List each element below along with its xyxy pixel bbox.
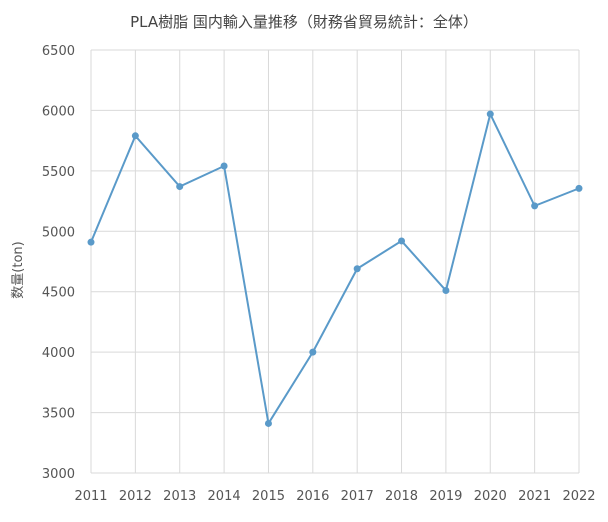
y-tick-label: 4500 bbox=[42, 286, 75, 301]
series-group bbox=[87, 110, 583, 427]
y-tick-label: 5000 bbox=[42, 225, 75, 240]
data-point bbox=[575, 184, 583, 192]
data-point bbox=[442, 287, 450, 295]
y-tick-label: 3000 bbox=[42, 467, 75, 482]
y-tick-label: 6000 bbox=[42, 104, 75, 119]
x-tick-label: 2018 bbox=[385, 489, 418, 504]
x-tick-label: 2020 bbox=[474, 489, 507, 504]
data-point bbox=[264, 419, 272, 427]
x-tick-label: 2014 bbox=[208, 489, 241, 504]
data-point bbox=[486, 110, 494, 118]
x-axis-ticks: 2011 2012 2013 2014 2015 2016 2017 2018 2019 2020… bbox=[74, 489, 595, 504]
x-tick-label: 2015 bbox=[252, 489, 285, 504]
data-point bbox=[87, 238, 95, 246]
gridlines bbox=[90, 49, 580, 474]
data-point bbox=[531, 202, 539, 210]
y-axis-ticks: 3000 3500 4000 4500 5000 5500 6000 6500 bbox=[42, 44, 75, 482]
x-tick-label: 2019 bbox=[429, 489, 462, 504]
x-tick-label: 2022 bbox=[562, 489, 595, 504]
data-point bbox=[309, 348, 317, 356]
x-tick-label: 2016 bbox=[296, 489, 329, 504]
y-tick-label: 3500 bbox=[42, 407, 75, 422]
data-point bbox=[353, 265, 361, 273]
data-point bbox=[176, 183, 184, 191]
x-tick-label: 2012 bbox=[119, 489, 152, 504]
y-tick-label: 5500 bbox=[42, 165, 75, 180]
x-tick-label: 2021 bbox=[518, 489, 551, 504]
data-point bbox=[131, 132, 139, 140]
y-axis-label: 数量(ton) bbox=[11, 241, 26, 298]
x-tick-label: 2013 bbox=[163, 489, 196, 504]
series-line bbox=[90, 111, 580, 427]
x-tick-label: 2011 bbox=[74, 489, 107, 504]
y-tick-label: 4000 bbox=[42, 346, 75, 361]
y-tick-label: 6500 bbox=[42, 44, 75, 59]
x-tick-label: 2017 bbox=[341, 489, 374, 504]
data-point bbox=[398, 237, 406, 245]
data-point bbox=[220, 162, 228, 170]
chart-title: PLA樹脂 国内輸入量推移（財務省貿易統計：全体） bbox=[130, 13, 478, 31]
